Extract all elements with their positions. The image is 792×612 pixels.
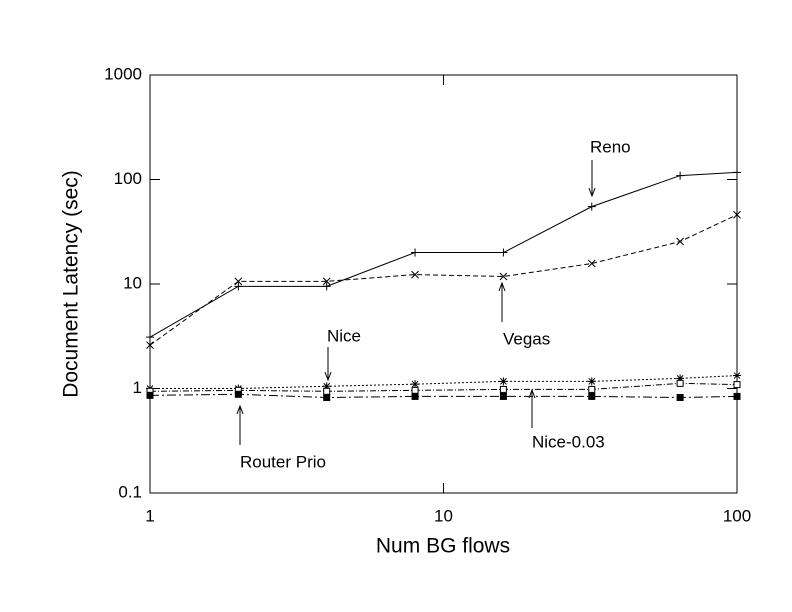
marker bbox=[411, 386, 419, 394]
marker bbox=[322, 282, 331, 291]
marker bbox=[733, 210, 741, 219]
marker bbox=[411, 270, 419, 279]
marker bbox=[676, 237, 684, 246]
marker bbox=[234, 277, 243, 286]
arrow-head bbox=[528, 388, 536, 399]
marker bbox=[676, 379, 684, 387]
marker bbox=[234, 282, 243, 291]
marker bbox=[499, 377, 508, 386]
series-annotation: Router Prio bbox=[240, 452, 326, 471]
x-tick-label: 100 bbox=[723, 506, 751, 525]
x-tick-label: 1 bbox=[145, 506, 154, 525]
marker bbox=[588, 392, 596, 400]
marker bbox=[676, 394, 684, 402]
marker bbox=[587, 377, 596, 386]
marker bbox=[411, 392, 419, 400]
series-annotation: Vegas bbox=[503, 329, 550, 348]
marker bbox=[322, 277, 331, 286]
x-tick-label: 10 bbox=[434, 506, 453, 525]
x-axis-label: Num BG flows bbox=[376, 535, 510, 558]
series-line bbox=[150, 375, 738, 389]
y-tick-label: 100 bbox=[114, 169, 142, 188]
arrow-head bbox=[236, 404, 244, 415]
marker bbox=[733, 381, 741, 389]
marker bbox=[411, 380, 420, 389]
marker bbox=[733, 392, 741, 400]
marker bbox=[733, 168, 741, 177]
series-line bbox=[149, 214, 738, 346]
series-line bbox=[149, 171, 738, 338]
series-annotation: Reno bbox=[590, 137, 631, 156]
marker bbox=[146, 333, 154, 342]
marker bbox=[322, 382, 331, 391]
marker bbox=[676, 171, 685, 180]
y-tick-label: 10 bbox=[123, 273, 142, 292]
series-line bbox=[149, 382, 738, 392]
marker bbox=[234, 390, 242, 398]
marker bbox=[588, 385, 596, 393]
marker bbox=[733, 371, 741, 380]
marker bbox=[587, 202, 596, 211]
y-tick-label: 1000 bbox=[104, 64, 142, 83]
series-annotation: Nice bbox=[327, 326, 361, 345]
marker bbox=[587, 259, 596, 268]
marker bbox=[411, 248, 420, 257]
marker bbox=[146, 391, 154, 399]
arrow-head bbox=[588, 187, 596, 198]
y-tick-label: 0.1 bbox=[118, 482, 142, 501]
marker bbox=[499, 392, 507, 400]
series-annotation: Nice-0.03 bbox=[532, 432, 605, 451]
arrow-head bbox=[498, 281, 506, 292]
y-axis-label: Document Latency (sec) bbox=[60, 170, 83, 398]
marker bbox=[499, 272, 508, 281]
marker bbox=[499, 385, 507, 393]
arrow-head bbox=[324, 371, 332, 382]
marker bbox=[499, 248, 508, 257]
marker bbox=[323, 394, 331, 402]
series-line bbox=[149, 393, 738, 399]
y-tick-label: 1 bbox=[133, 378, 142, 397]
marker bbox=[676, 374, 685, 383]
marker bbox=[146, 341, 154, 349]
marker bbox=[323, 387, 331, 395]
